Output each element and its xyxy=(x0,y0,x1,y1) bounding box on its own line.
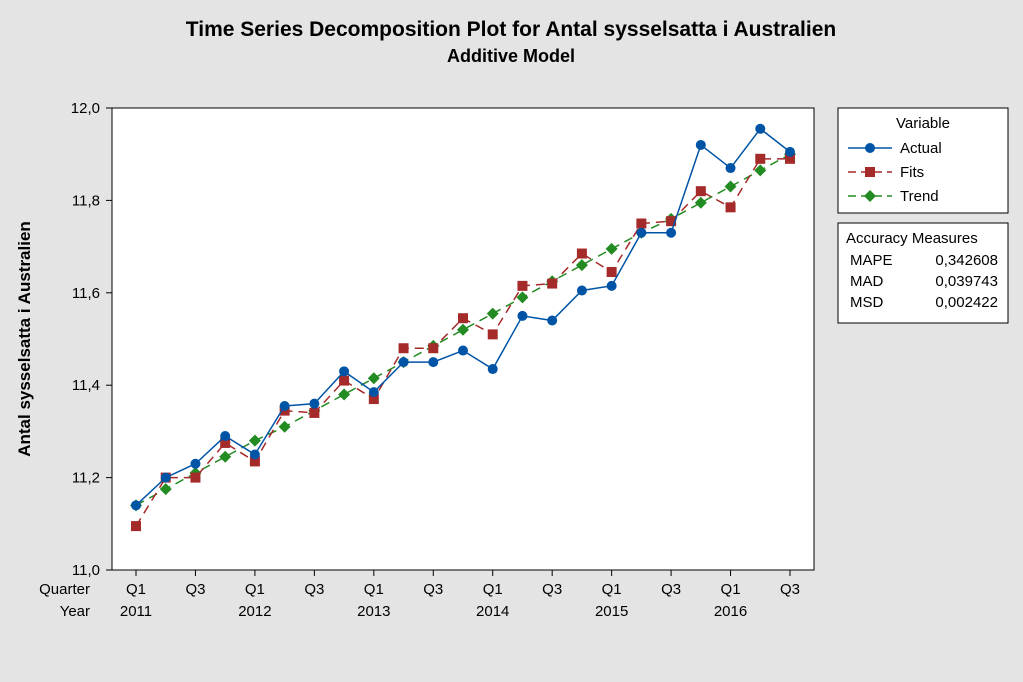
ytick-label: 11,2 xyxy=(72,470,100,487)
marker-actual xyxy=(190,459,200,469)
xtick-year: 2015 xyxy=(595,603,628,620)
marker-fits xyxy=(726,202,736,212)
marker-fits xyxy=(636,219,646,229)
xtick-year: 2013 xyxy=(357,603,390,620)
marker-actual xyxy=(280,401,290,411)
chart-container: Time Series Decomposition Plot for Antal… xyxy=(0,0,1023,682)
marker-actual xyxy=(726,163,736,173)
decomposition-plot: Time Series Decomposition Plot for Antal… xyxy=(0,0,1023,682)
accuracy-key: MSD xyxy=(850,294,884,311)
xtick-year: 2011 xyxy=(120,603,152,620)
accuracy-key: MAPE xyxy=(850,252,893,269)
legend-label-trend: Trend xyxy=(900,188,939,205)
xtick-quarter: Q1 xyxy=(721,581,741,598)
ytick-label: 11,6 xyxy=(72,285,100,302)
xtick-quarter: Q3 xyxy=(542,581,562,598)
marker-actual xyxy=(517,311,527,321)
marker-fits xyxy=(577,249,587,259)
marker-fits xyxy=(399,343,409,353)
ytick-label: 12,0 xyxy=(71,100,100,117)
xtick-quarter: Q1 xyxy=(483,581,503,598)
marker-actual xyxy=(785,147,795,157)
marker-fits xyxy=(458,313,468,323)
marker-fits xyxy=(131,521,141,531)
ytick-label: 11,0 xyxy=(72,562,100,579)
ytick-label: 11,8 xyxy=(72,192,100,209)
xtick-quarter: Q1 xyxy=(126,581,146,598)
marker-actual xyxy=(755,124,765,134)
accuracy-title: Accuracy Measures xyxy=(846,230,978,247)
marker-actual xyxy=(399,357,409,367)
xtick-quarter: Q3 xyxy=(304,581,324,598)
marker-fits xyxy=(309,408,319,418)
marker-actual xyxy=(131,500,141,510)
marker-fits xyxy=(190,473,200,483)
xtick-quarter: Q3 xyxy=(185,581,205,598)
marker-fits xyxy=(607,267,617,277)
marker-actual xyxy=(488,364,498,374)
y-axis-label: Antal sysselsatta i Australien xyxy=(15,221,34,457)
marker-fits xyxy=(428,343,438,353)
xtick-year: 2012 xyxy=(238,603,271,620)
marker-fits xyxy=(339,376,349,386)
xtick-quarter: Q3 xyxy=(423,581,443,598)
marker-fits xyxy=(547,279,557,289)
legend-marker-fits xyxy=(865,167,875,177)
legend-title: Variable xyxy=(896,115,950,132)
chart-subtitle: Additive Model xyxy=(447,46,575,66)
x-rowlabel-quarter: Quarter xyxy=(39,581,90,598)
legend-label-actual: Actual xyxy=(900,140,942,157)
marker-fits xyxy=(488,329,498,339)
marker-actual xyxy=(607,281,617,291)
marker-actual xyxy=(309,399,319,409)
marker-fits xyxy=(755,154,765,164)
xtick-quarter: Q1 xyxy=(245,581,265,598)
x-rowlabel-year: Year xyxy=(60,603,90,620)
marker-fits xyxy=(517,281,527,291)
chart-title: Time Series Decomposition Plot for Antal… xyxy=(186,18,836,41)
xtick-year: 2016 xyxy=(714,603,747,620)
xtick-quarter: Q1 xyxy=(364,581,384,598)
legend-label-fits: Fits xyxy=(900,164,924,181)
marker-actual xyxy=(250,450,260,460)
marker-actual xyxy=(428,357,438,367)
xtick-quarter: Q1 xyxy=(602,581,622,598)
marker-actual xyxy=(339,366,349,376)
xtick-quarter: Q3 xyxy=(780,581,800,598)
accuracy-val: 0,002422 xyxy=(935,294,998,311)
accuracy-key: MAD xyxy=(850,273,884,290)
marker-actual xyxy=(161,473,171,483)
legend-marker-actual xyxy=(865,143,875,153)
marker-actual xyxy=(458,346,468,356)
marker-actual xyxy=(577,285,587,295)
marker-actual xyxy=(636,228,646,238)
xtick-quarter: Q3 xyxy=(661,581,681,598)
marker-actual xyxy=(666,228,676,238)
marker-actual xyxy=(369,387,379,397)
marker-actual xyxy=(220,431,230,441)
xtick-year: 2014 xyxy=(476,603,509,620)
accuracy-val: 0,039743 xyxy=(935,273,998,290)
marker-actual xyxy=(696,140,706,150)
accuracy-val: 0,342608 xyxy=(935,252,998,269)
marker-fits xyxy=(696,186,706,196)
marker-actual xyxy=(547,316,557,326)
ytick-label: 11,4 xyxy=(72,377,100,394)
